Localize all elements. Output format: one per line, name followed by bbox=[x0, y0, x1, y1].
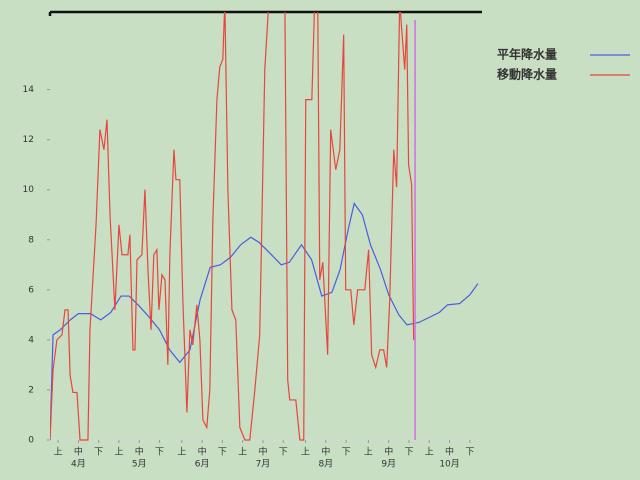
month-label: 7月 bbox=[256, 459, 271, 470]
y-tick-label: 12 bbox=[23, 135, 34, 145]
x-tick-label: 上 bbox=[177, 447, 186, 458]
x-tick-label: 上 bbox=[238, 447, 247, 458]
y-tick-label: 8 bbox=[28, 235, 34, 245]
x-tick-label: 下 bbox=[465, 448, 474, 458]
x-tick-label: 中 bbox=[74, 446, 83, 458]
month-label: 6月 bbox=[195, 459, 210, 470]
x-tick-label: 上 bbox=[114, 447, 123, 458]
x-tick-label: 中 bbox=[321, 446, 330, 458]
y-tick-label: 10 bbox=[23, 185, 35, 195]
series-line bbox=[50, 202, 479, 441]
plot-area bbox=[50, 12, 479, 441]
y-tick-label: 4 bbox=[28, 335, 34, 345]
x-tick-label: 中 bbox=[258, 446, 267, 458]
x-tick-label: 上 bbox=[54, 447, 63, 458]
x-tick-label: 上 bbox=[364, 447, 373, 458]
x-tick-label: 中 bbox=[445, 446, 454, 458]
x-tick-label: 下 bbox=[218, 448, 227, 458]
series-line bbox=[50, 12, 415, 441]
x-tick-label: 下 bbox=[404, 448, 413, 458]
x-tick-label: 中 bbox=[198, 446, 207, 458]
y-tick-label: 2 bbox=[28, 385, 34, 395]
month-label: 4月 bbox=[71, 459, 86, 470]
x-tick-label: 下 bbox=[94, 448, 103, 458]
legend-label: 移動降水量 bbox=[497, 67, 557, 82]
y-tick-label: 0 bbox=[28, 436, 34, 446]
legend-label: 平年降水量 bbox=[497, 47, 557, 62]
x-tick-label: 下 bbox=[279, 448, 288, 458]
month-label: 5月 bbox=[132, 459, 147, 470]
month-label: 9月 bbox=[381, 459, 396, 470]
x-tick-label: 中 bbox=[384, 446, 393, 458]
x-tick-label: 上 bbox=[301, 447, 310, 458]
x-tick-label: 下 bbox=[155, 448, 164, 458]
y-tick-label: 14 bbox=[23, 85, 35, 95]
x-tick-label: 上 bbox=[425, 447, 434, 458]
month-label: 8月 bbox=[318, 459, 333, 470]
x-tick-label: 中 bbox=[135, 446, 144, 458]
y-tick-label: 6 bbox=[28, 285, 34, 295]
month-label: 10月 bbox=[439, 459, 459, 470]
x-tick-label: 下 bbox=[342, 448, 351, 458]
